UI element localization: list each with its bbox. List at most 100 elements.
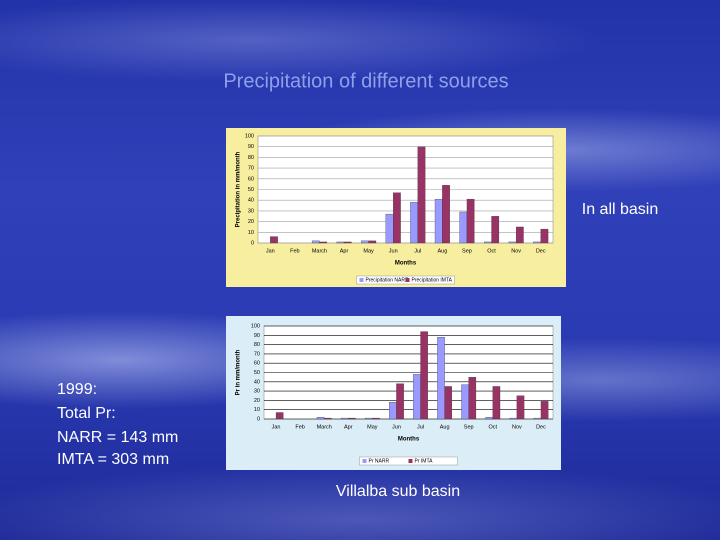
bar bbox=[434, 198, 443, 244]
bar bbox=[413, 374, 421, 420]
y-tick-label: 50 bbox=[248, 187, 254, 193]
x-tick-label: Jul bbox=[417, 424, 424, 430]
x-tick-label: May bbox=[363, 248, 374, 254]
bar bbox=[508, 241, 517, 244]
legend-swatch bbox=[359, 278, 364, 282]
y-tick-label: 100 bbox=[245, 133, 254, 139]
legend-label: Precipitation NARR bbox=[366, 277, 409, 283]
bar bbox=[275, 412, 284, 420]
bar bbox=[364, 417, 373, 420]
y-tick-label: 80 bbox=[248, 155, 254, 161]
bar bbox=[343, 241, 352, 244]
y-tick-label: 20 bbox=[254, 398, 260, 404]
bar bbox=[437, 337, 445, 420]
bar bbox=[540, 228, 549, 244]
y-tick-label: 50 bbox=[254, 370, 260, 376]
bar bbox=[368, 240, 377, 244]
chart-caption: Villalba sub basin bbox=[336, 483, 460, 500]
bar bbox=[385, 213, 394, 244]
y-tick-label: 10 bbox=[248, 230, 254, 236]
bar bbox=[485, 416, 493, 420]
bar bbox=[468, 376, 477, 420]
x-tick-label: Dec bbox=[536, 424, 546, 430]
bar bbox=[417, 146, 426, 244]
x-tick-label: Feb bbox=[290, 248, 299, 254]
y-tick-label: 70 bbox=[254, 351, 260, 357]
y-tick-label: 100 bbox=[251, 323, 260, 329]
x-tick-label: Jun bbox=[389, 248, 398, 254]
bar bbox=[459, 211, 468, 244]
bar bbox=[515, 226, 524, 244]
x-tick-label: Nov bbox=[511, 248, 521, 254]
x-tick-label: Dec bbox=[536, 248, 546, 254]
bar bbox=[492, 386, 501, 420]
x-tick-label: Jun bbox=[392, 424, 401, 430]
y-tick-label: 90 bbox=[254, 333, 260, 339]
bar bbox=[324, 417, 332, 420]
y-tick-label: 10 bbox=[254, 407, 260, 413]
bar bbox=[533, 241, 541, 244]
x-tick-label: March bbox=[312, 248, 327, 254]
bar bbox=[311, 240, 320, 244]
bar bbox=[340, 417, 349, 420]
y-tick-label: 30 bbox=[248, 208, 254, 214]
bar bbox=[372, 417, 380, 420]
bar bbox=[336, 241, 345, 244]
y-tick-label: 0 bbox=[251, 240, 254, 246]
x-tick-label: Jan bbox=[272, 424, 281, 430]
x-tick-label: Sep bbox=[464, 424, 474, 430]
bar bbox=[361, 240, 369, 244]
y-tick-label: 40 bbox=[248, 198, 254, 204]
note-line: NARR = 143 mm bbox=[57, 429, 178, 446]
bar bbox=[484, 241, 492, 244]
y-tick-label: 90 bbox=[248, 144, 254, 150]
bar bbox=[410, 202, 418, 244]
bar bbox=[348, 417, 356, 420]
bar bbox=[444, 386, 452, 420]
y-tick-label: 70 bbox=[248, 166, 254, 172]
y-tick-label: 60 bbox=[248, 176, 254, 182]
x-tick-label: Aug bbox=[437, 248, 447, 254]
note-line: 1999: bbox=[57, 381, 97, 398]
slide-title: Precipitation of different sources bbox=[223, 70, 508, 92]
legend-label: Precipitation IMTA bbox=[412, 277, 453, 283]
y-axis-label: Precipitation in mm/month bbox=[236, 151, 242, 227]
y-tick-label: 80 bbox=[254, 342, 260, 348]
bar bbox=[491, 216, 500, 244]
bar bbox=[461, 384, 469, 420]
x-tick-label: Nov bbox=[512, 424, 522, 430]
bar bbox=[389, 402, 397, 420]
x-tick-label: Jan bbox=[266, 248, 275, 254]
legend-label: Pr IMTA bbox=[415, 458, 434, 464]
x-axis-label: Months bbox=[395, 261, 417, 267]
bar bbox=[533, 417, 542, 420]
x-tick-label: March bbox=[317, 424, 332, 430]
x-axis-label: Months bbox=[398, 437, 420, 443]
chart-caption: In all basin bbox=[582, 201, 659, 218]
legend-swatch bbox=[405, 278, 410, 282]
bar bbox=[420, 331, 428, 420]
legend-swatch bbox=[362, 459, 367, 463]
bar bbox=[442, 185, 450, 244]
x-tick-label: Apr bbox=[344, 424, 353, 430]
y-tick-label: 0 bbox=[257, 416, 260, 422]
bar bbox=[509, 417, 518, 420]
bar bbox=[319, 241, 327, 244]
note-line: Total Pr: bbox=[57, 405, 116, 422]
bar bbox=[516, 395, 525, 420]
x-tick-label: Apr bbox=[340, 248, 349, 254]
bar bbox=[466, 198, 475, 244]
bar bbox=[270, 236, 278, 244]
legend-swatch bbox=[408, 459, 413, 463]
x-tick-label: Feb bbox=[295, 424, 304, 430]
y-tick-label: 30 bbox=[254, 389, 260, 395]
bar bbox=[540, 401, 549, 420]
bar bbox=[393, 192, 401, 244]
x-tick-label: Jul bbox=[414, 248, 421, 254]
x-tick-label: May bbox=[367, 424, 378, 430]
x-tick-label: Sep bbox=[462, 248, 472, 254]
bar bbox=[396, 383, 404, 420]
y-tick-label: 60 bbox=[254, 361, 260, 367]
